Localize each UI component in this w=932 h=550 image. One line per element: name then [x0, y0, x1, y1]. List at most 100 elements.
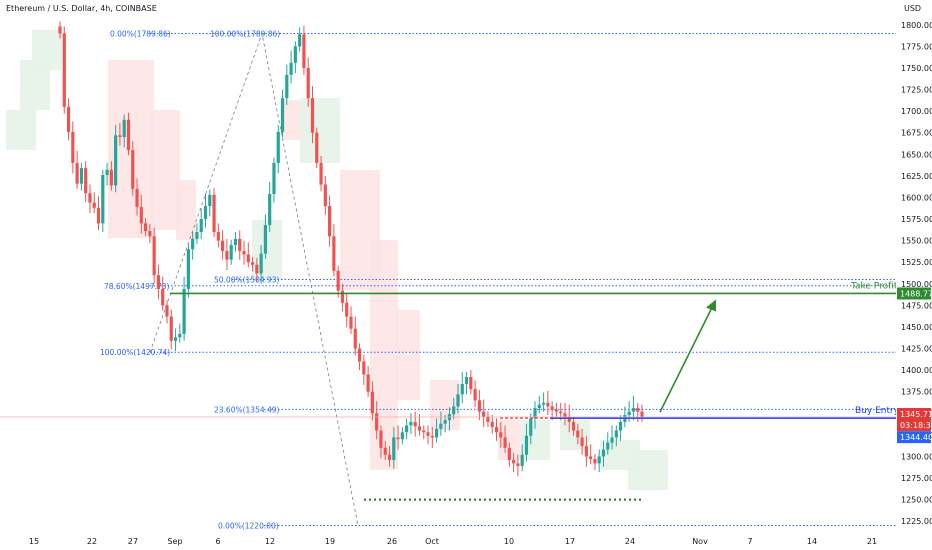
candle-body-79 — [396, 437, 400, 440]
candle-body-112 — [537, 404, 541, 409]
fib-label-3: 50.00%(1504.93) — [214, 276, 280, 285]
candle-body-46 — [255, 264, 259, 274]
candle-body-90 — [443, 420, 447, 424]
candle-body-124 — [589, 456, 593, 460]
candle-body-113 — [541, 402, 546, 405]
candle-body-66 — [340, 290, 345, 303]
candle-body-72 — [366, 374, 370, 392]
y-tick-9: 1450.00 — [901, 323, 932, 332]
candle-body-103 — [499, 432, 503, 438]
candle-body-13 — [114, 135, 118, 186]
candle-body-76 — [383, 447, 387, 455]
y-tick-23: 1800.00 — [901, 21, 932, 30]
candle-body-68 — [349, 316, 353, 329]
y-tick-22: 1775.00 — [901, 42, 932, 51]
candle-body-9 — [96, 207, 101, 224]
candle-body-93 — [456, 394, 460, 407]
candle-body-73 — [370, 391, 374, 414]
candle-body-64 — [332, 236, 336, 271]
currency-label: USD — [904, 4, 921, 13]
candle-body-50 — [272, 162, 276, 195]
candle-body-34 — [203, 206, 208, 220]
chart-title: Ethereum / U.S. Dollar, 4h, COINBASE — [6, 4, 157, 13]
candle-body-111 — [533, 408, 537, 419]
take-profit-badge-bg — [897, 287, 931, 300]
candle-body-2 — [66, 106, 71, 132]
candle-body-3 — [71, 131, 75, 163]
candle-body-81 — [405, 425, 409, 433]
take-profit-label: Take Profit — [850, 281, 898, 291]
candle-body-1 — [62, 33, 66, 107]
candle-body-32 — [195, 231, 199, 239]
y-tick-1: 1250.00 — [901, 496, 932, 505]
candle-body-58 — [306, 67, 310, 99]
buy-entry-badge-bg — [897, 431, 931, 444]
candle-body-115 — [550, 406, 554, 410]
candle-body-130 — [614, 430, 618, 438]
candle-body-114 — [546, 402, 550, 407]
y-tick-10: 1475.00 — [901, 301, 932, 310]
candle-body-97 — [473, 389, 477, 401]
y-tick-12: 1525.00 — [901, 258, 932, 267]
y-tick-15: 1600.00 — [901, 193, 932, 202]
candle-body-35 — [208, 194, 212, 207]
candle-body-0 — [58, 26, 62, 34]
fib-label-0: 0.00%(1789.86) — [110, 30, 171, 39]
x-tick-6: 19 — [325, 537, 335, 546]
candle-body-89 — [439, 423, 443, 429]
candle-body-60 — [315, 132, 319, 163]
x-tick-9: 10 — [504, 537, 514, 546]
candle-body-75 — [379, 430, 383, 448]
x-tick-3: Sep — [167, 537, 182, 546]
candle-body-98 — [477, 400, 481, 412]
candle-body-104 — [503, 437, 507, 448]
candle-body-135 — [636, 408, 640, 412]
candle-body-53 — [285, 74, 289, 99]
candle-body-131 — [619, 421, 623, 431]
price-axis-bg — [896, 0, 932, 550]
countdown-text: 03:18:35 — [900, 421, 932, 430]
cloud-green-8 — [628, 450, 668, 490]
candle-body-7 — [88, 193, 92, 203]
candle-body-83 — [413, 421, 417, 427]
candle-body-27 — [173, 337, 178, 341]
candle-body-17 — [131, 149, 135, 189]
candle-body-38 — [221, 240, 225, 251]
candle-body-71 — [362, 361, 366, 375]
candle-body-33 — [199, 219, 203, 232]
candle-body-8 — [92, 202, 96, 208]
x-tick-2: 27 — [128, 537, 138, 546]
fibonacci-levels: 0.00%(1789.86) 100.00%(1789.86) 78.60%(149… — [100, 30, 896, 531]
candle-body-21 — [148, 231, 152, 237]
buy-entry-label: Buy Entry — [855, 406, 900, 416]
take-profit-badge-text: 1488.77 — [900, 289, 932, 298]
cloud-green-2 — [32, 30, 62, 70]
candle-body-28 — [178, 333, 182, 338]
countdown-bg — [897, 419, 931, 431]
candle-body-26 — [169, 316, 173, 341]
x-tick-15: 21 — [867, 537, 877, 546]
candle-body-105 — [507, 447, 511, 460]
x-tick-13: 7 — [747, 537, 752, 546]
y-tick-20: 1725.00 — [901, 86, 932, 95]
candle-body-45 — [250, 262, 255, 265]
candle-body-16 — [126, 119, 131, 150]
candle-body-108 — [520, 454, 524, 466]
x-tick-0: 15 — [29, 537, 39, 546]
candle-body-118 — [563, 413, 567, 417]
y-tick-16: 1625.00 — [901, 172, 932, 181]
candle-body-31 — [191, 238, 195, 250]
candle-body-54 — [289, 62, 293, 75]
candle-body-18 — [135, 188, 139, 207]
annotations: Take Profit Buy Entry — [0, 32, 900, 526]
target-arrow-line — [659, 307, 713, 413]
y-tick-2: 1275.00 — [901, 474, 932, 483]
candle-body-25 — [165, 305, 169, 317]
fib-label-5: 23.60%(1354.49) — [214, 405, 280, 414]
y-tick-19: 1700.00 — [901, 107, 932, 116]
candle-body-82 — [409, 421, 413, 426]
y-tick-3: 1300.00 — [901, 452, 932, 461]
fib-label-6: 0.00%(1220.00) — [218, 522, 279, 531]
